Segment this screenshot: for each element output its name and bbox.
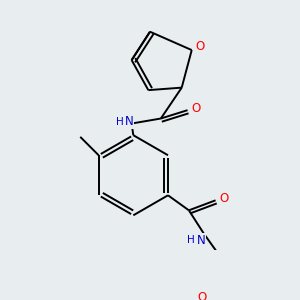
Text: O: O xyxy=(198,291,207,300)
Text: O: O xyxy=(191,102,200,115)
Text: O: O xyxy=(219,192,229,205)
Text: N: N xyxy=(125,116,134,128)
Text: O: O xyxy=(196,40,205,53)
Text: H: H xyxy=(116,117,124,127)
Text: H: H xyxy=(187,236,194,245)
Text: N: N xyxy=(197,234,206,247)
